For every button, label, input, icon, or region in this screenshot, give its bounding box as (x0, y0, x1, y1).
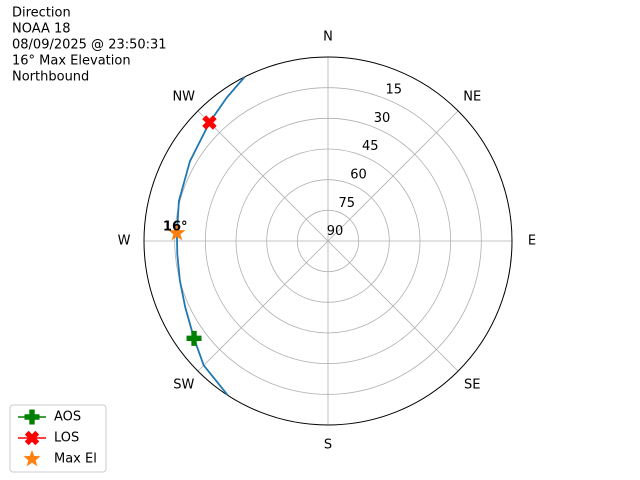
title-line: 16° Max Elevation (12, 54, 131, 69)
grid-spoke (327, 110, 459, 242)
marker-x (202, 115, 217, 130)
direction-label: E (528, 234, 536, 249)
legend-marker (24, 430, 40, 446)
annotation: 16° (163, 220, 188, 235)
direction-label: NW (172, 89, 195, 104)
direction-label: SE (464, 378, 480, 393)
legend-label: AOS (54, 410, 81, 425)
direction-label: S (324, 438, 332, 453)
direction-label: N (323, 30, 333, 45)
legend-label: Max El (54, 452, 97, 467)
legend: AOS LOS Max El (9, 404, 107, 473)
marker-plus (186, 330, 202, 346)
grid-spoke (327, 240, 459, 372)
r-tick-label: 60 (350, 167, 367, 182)
r-tick-label: 90 (327, 224, 344, 239)
direction-label: NE (463, 89, 481, 104)
grid-spoke (197, 240, 329, 372)
title-line: NOAA 18 (12, 22, 71, 37)
title-line: 08/09/2025 @ 23:50:31 (12, 38, 167, 53)
title-line: Direction (12, 6, 71, 21)
marker-star (168, 224, 186, 241)
r-tick-label: 30 (374, 111, 391, 126)
r-tick-label: 45 (362, 139, 379, 154)
legend-label: LOS (54, 431, 79, 446)
legend-marker (23, 450, 41, 467)
direction-label: SW (173, 378, 194, 393)
title-line: Northbound (12, 70, 89, 85)
r-tick-label: 15 (385, 82, 402, 97)
r-tick-label: 75 (339, 196, 356, 211)
polar-frame (143, 56, 513, 426)
legend-marker (24, 409, 40, 425)
direction-label: W (118, 234, 131, 249)
grid-spoke (197, 110, 329, 242)
